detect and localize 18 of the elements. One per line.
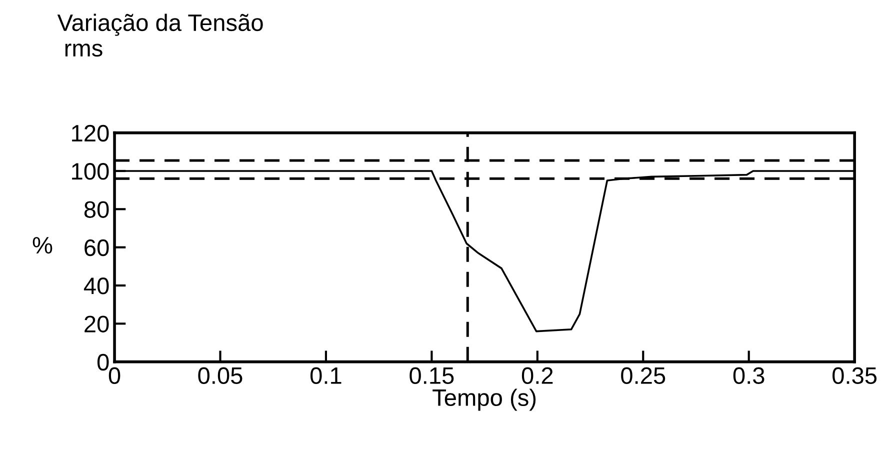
y-tick-label: 80 [84, 201, 109, 218]
x-tick-label: 0.3 [733, 367, 764, 384]
x-axis-title: Tempo (s) [432, 388, 536, 411]
x-tick-label: 0.05 [198, 367, 242, 384]
y-tick-label: 120 [72, 124, 109, 142]
x-tick-label: 0.15 [410, 367, 454, 384]
y-tick-label: 60 [84, 239, 109, 256]
y-tick-label: 40 [84, 278, 109, 294]
x-tick-label: 0.2 [522, 367, 553, 384]
y-tick-label: 100 [72, 163, 109, 180]
y-axis-title: % [32, 237, 52, 254]
chart-title: Variação da Tensão rms [57, 14, 263, 57]
x-tick-label: 0 [108, 367, 120, 384]
x-tick-label: 0.1 [310, 367, 342, 384]
y-tick-label: 0 [97, 354, 109, 371]
x-tick-label: 0.25 [621, 367, 666, 384]
y-tick-label: 20 [84, 316, 109, 332]
x-tick-label: 0.35 [832, 367, 877, 384]
